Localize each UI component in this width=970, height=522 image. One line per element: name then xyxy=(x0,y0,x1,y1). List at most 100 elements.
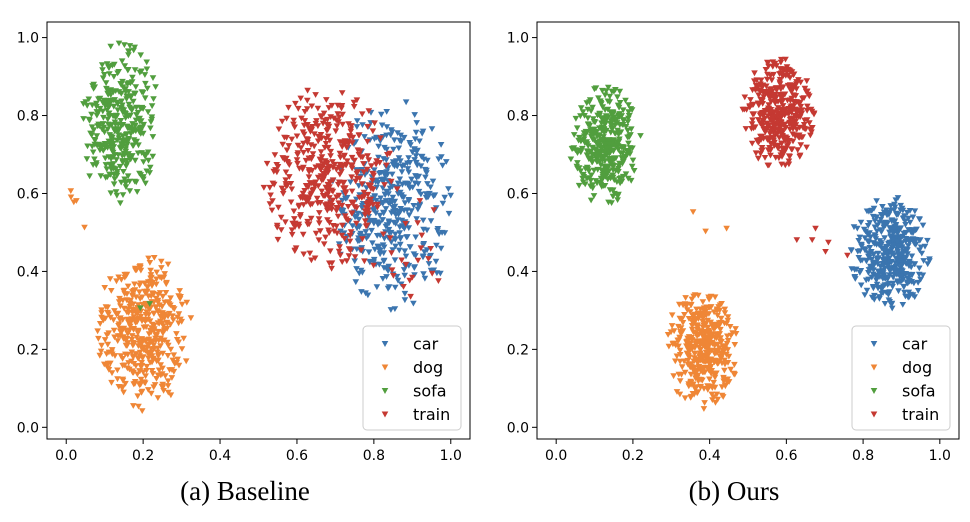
point-train xyxy=(400,284,407,290)
point-train xyxy=(338,259,346,265)
point-car xyxy=(864,238,871,244)
point-sofa xyxy=(86,117,93,124)
point-dog xyxy=(155,353,162,360)
point-train xyxy=(312,164,319,171)
point-dog xyxy=(135,343,142,349)
point-car xyxy=(347,179,354,186)
point-car xyxy=(392,236,399,243)
point-train xyxy=(291,124,298,131)
point-car xyxy=(423,247,431,254)
point-dog xyxy=(698,330,705,337)
point-train xyxy=(366,196,373,203)
point-train xyxy=(333,205,341,211)
point-sofa xyxy=(148,114,156,121)
point-dog xyxy=(150,299,158,306)
point-car xyxy=(905,289,913,296)
point-dog xyxy=(122,351,129,358)
point-dog xyxy=(176,288,183,294)
point-car xyxy=(868,294,876,301)
point-dog xyxy=(187,315,195,322)
point-sofa xyxy=(103,61,111,67)
point-car xyxy=(906,219,914,226)
point-train xyxy=(324,116,331,123)
point-dog xyxy=(703,312,710,319)
point-dog xyxy=(718,384,726,391)
point-sofa xyxy=(567,156,575,163)
point-sofa xyxy=(142,80,149,87)
point-train xyxy=(364,191,372,198)
point-dog xyxy=(110,317,117,324)
point-train xyxy=(761,155,769,161)
point-sofa xyxy=(96,95,104,102)
point-car xyxy=(430,193,437,200)
point-dog xyxy=(693,341,700,347)
point-dog xyxy=(683,350,691,357)
point-sofa xyxy=(588,151,596,158)
point-train xyxy=(317,149,325,155)
point-train xyxy=(789,85,797,92)
point-train xyxy=(760,94,768,100)
point-dog xyxy=(148,368,156,374)
point-train xyxy=(793,99,800,105)
point-car xyxy=(897,273,904,279)
point-train xyxy=(331,161,338,168)
point-sofa xyxy=(606,99,613,106)
point-sofa xyxy=(130,98,137,105)
point-dog xyxy=(154,328,162,335)
point-dog xyxy=(153,276,160,283)
point-train xyxy=(321,202,329,208)
point-train xyxy=(359,236,366,243)
point-train xyxy=(369,128,377,135)
point-dog xyxy=(145,342,152,349)
point-train xyxy=(314,105,322,112)
point-car xyxy=(383,124,391,130)
point-car xyxy=(861,247,869,254)
point-train xyxy=(288,231,296,238)
point-car xyxy=(866,245,874,251)
point-dog xyxy=(134,355,142,362)
point-dog xyxy=(694,360,701,367)
point-dog xyxy=(118,385,126,392)
point-car xyxy=(891,266,899,273)
point-sofa xyxy=(144,109,152,116)
point-dog xyxy=(714,312,721,319)
point-dog xyxy=(678,371,685,378)
point-dog xyxy=(164,261,172,268)
point-dog xyxy=(108,370,116,377)
point-car xyxy=(391,284,399,291)
point-train xyxy=(741,94,749,101)
point-sofa xyxy=(139,130,147,137)
point-train xyxy=(318,188,326,195)
point-dog xyxy=(145,279,152,285)
point-sofa xyxy=(583,164,591,171)
point-car xyxy=(905,215,912,222)
point-dog xyxy=(731,342,739,348)
point-sofa xyxy=(113,157,120,163)
point-dog xyxy=(699,338,706,345)
point-sofa xyxy=(615,104,623,111)
point-train xyxy=(802,89,810,95)
point-car xyxy=(378,111,385,118)
point-car xyxy=(411,112,418,118)
point-sofa xyxy=(628,163,636,170)
point-car xyxy=(397,241,404,248)
point-train xyxy=(822,249,829,255)
point-dog xyxy=(156,274,164,281)
point-sofa xyxy=(619,121,627,128)
point-car xyxy=(873,281,881,288)
point-train xyxy=(272,167,279,173)
point-sofa xyxy=(586,122,594,129)
point-sofa xyxy=(115,132,122,139)
point-dog xyxy=(700,320,708,327)
point-train xyxy=(282,177,289,184)
point-car xyxy=(439,200,447,207)
point-sofa xyxy=(82,99,89,106)
point-train xyxy=(347,128,355,135)
point-sofa xyxy=(99,108,107,115)
point-train xyxy=(273,224,281,231)
point-sofa xyxy=(140,176,147,183)
point-sofa xyxy=(606,151,613,157)
point-sofa xyxy=(117,118,125,124)
point-car xyxy=(438,154,445,160)
x-tick-label: 0.6 xyxy=(775,448,797,464)
